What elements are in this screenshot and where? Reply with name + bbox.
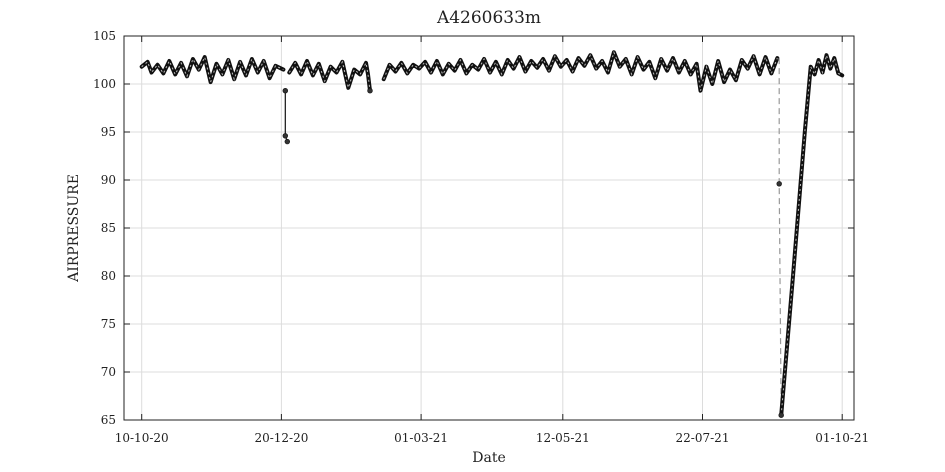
y-tick-label: 85 [101, 221, 116, 235]
series-line-highlight [780, 53, 843, 416]
y-tick-label: 65 [101, 413, 116, 427]
data-point [778, 412, 784, 418]
y-tick-label: 75 [101, 317, 116, 331]
chart-title: A4260633m [436, 8, 541, 28]
y-axis-label: AIRPRESSURE [66, 174, 82, 283]
series-line-highlight [288, 59, 371, 91]
series-line-segment [139, 55, 286, 85]
x-tick-label: 10-10-20 [115, 431, 169, 445]
y-tick-label: 95 [101, 125, 116, 139]
y-tick-label: 105 [93, 29, 116, 43]
x-tick-label: 01-10-21 [815, 431, 869, 445]
x-tick-label: 20-12-20 [254, 431, 308, 445]
data-point [284, 138, 290, 145]
y-tick-label: 70 [101, 365, 116, 379]
y-tick-label: 90 [101, 173, 116, 187]
series-line-segment [381, 50, 780, 93]
outlier-markers [282, 87, 784, 418]
data-point [776, 181, 782, 187]
series-line-highlight [383, 50, 778, 91]
y-tick-label: 80 [101, 269, 116, 283]
data-point [367, 87, 373, 94]
series-line-segment [287, 59, 372, 93]
series-line-segment [779, 53, 845, 418]
x-axis-label: Date [472, 450, 505, 466]
grid [124, 35, 854, 421]
y-tick-label: 100 [93, 77, 116, 91]
x-tick-label: 01-03-21 [394, 431, 448, 445]
data-point [282, 133, 288, 139]
series-airpressure [139, 50, 845, 418]
axis-ticks: 65 70 75 80 85 90 95 100 105 10-10-20 20-12-20 01-0… [93, 29, 869, 445]
series-gap-segment [778, 58, 782, 416]
x-tick-label: 22-07-21 [676, 431, 730, 445]
data-point [282, 87, 288, 94]
x-tick-label: 12-05-21 [536, 431, 590, 445]
